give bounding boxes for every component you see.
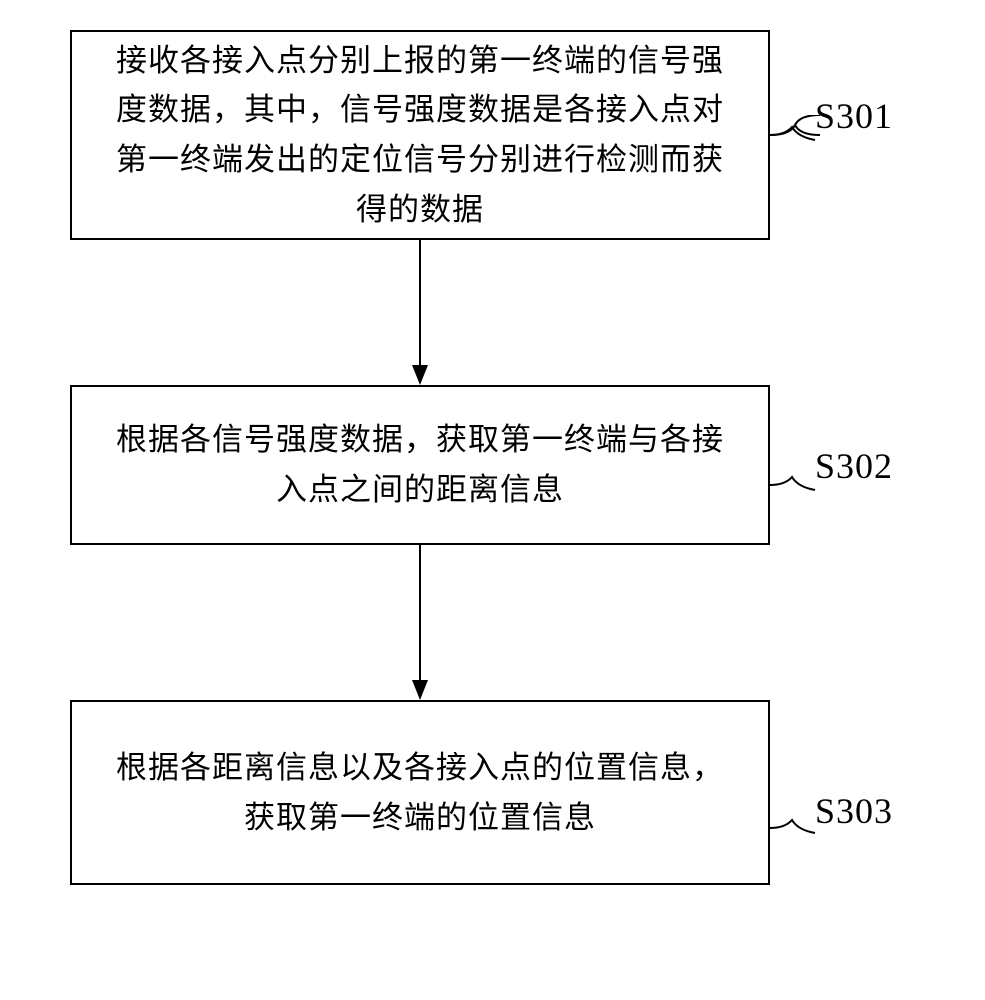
step-1-label: S301 — [815, 95, 893, 137]
flowchart-step-1: 接收各接入点分别上报的第一终端的信号强度数据，其中，信号强度数据是各接入点对第一… — [70, 30, 770, 240]
arrow-down-icon — [405, 240, 435, 385]
connector-2 — [770, 465, 820, 520]
connector-curve-icon — [770, 808, 820, 858]
flowchart-step-2: 根据各信号强度数据，获取第一终端与各接入点之间的距离信息 — [70, 385, 770, 545]
connector-curve-icon — [770, 115, 820, 165]
step-3-label: S303 — [815, 790, 893, 832]
step-3-text: 根据各距离信息以及各接入点的位置信息，获取第一终端的位置信息 — [102, 743, 738, 842]
flowchart-step-3: 根据各距离信息以及各接入点的位置信息，获取第一终端的位置信息 — [70, 700, 770, 885]
step-1-text: 接收各接入点分别上报的第一终端的信号强度数据，其中，信号强度数据是各接入点对第一… — [102, 36, 738, 234]
arrow-2-to-3 — [70, 545, 770, 700]
arrow-down-icon — [405, 545, 435, 700]
step-2-label: S302 — [815, 445, 893, 487]
connector-1 — [770, 115, 820, 170]
connector-curve-icon — [770, 465, 820, 515]
step-2-text: 根据各信号强度数据，获取第一终端与各接入点之间的距离信息 — [102, 415, 738, 514]
connector-3 — [770, 808, 820, 863]
arrow-1-to-2 — [70, 240, 770, 385]
